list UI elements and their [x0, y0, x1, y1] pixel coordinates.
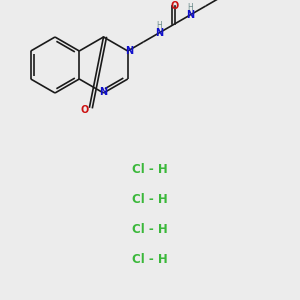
Text: N: N [186, 10, 194, 20]
Text: Cl - H: Cl - H [132, 223, 168, 236]
Text: O: O [80, 105, 88, 115]
Text: H: H [187, 4, 193, 13]
Text: Cl - H: Cl - H [132, 163, 168, 176]
Text: Cl - H: Cl - H [132, 253, 168, 266]
Text: N: N [99, 87, 108, 97]
Text: N: N [125, 46, 133, 56]
Text: H: H [156, 22, 162, 31]
Text: N: N [155, 28, 163, 38]
Text: Cl - H: Cl - H [132, 193, 168, 206]
Text: O: O [170, 1, 178, 11]
